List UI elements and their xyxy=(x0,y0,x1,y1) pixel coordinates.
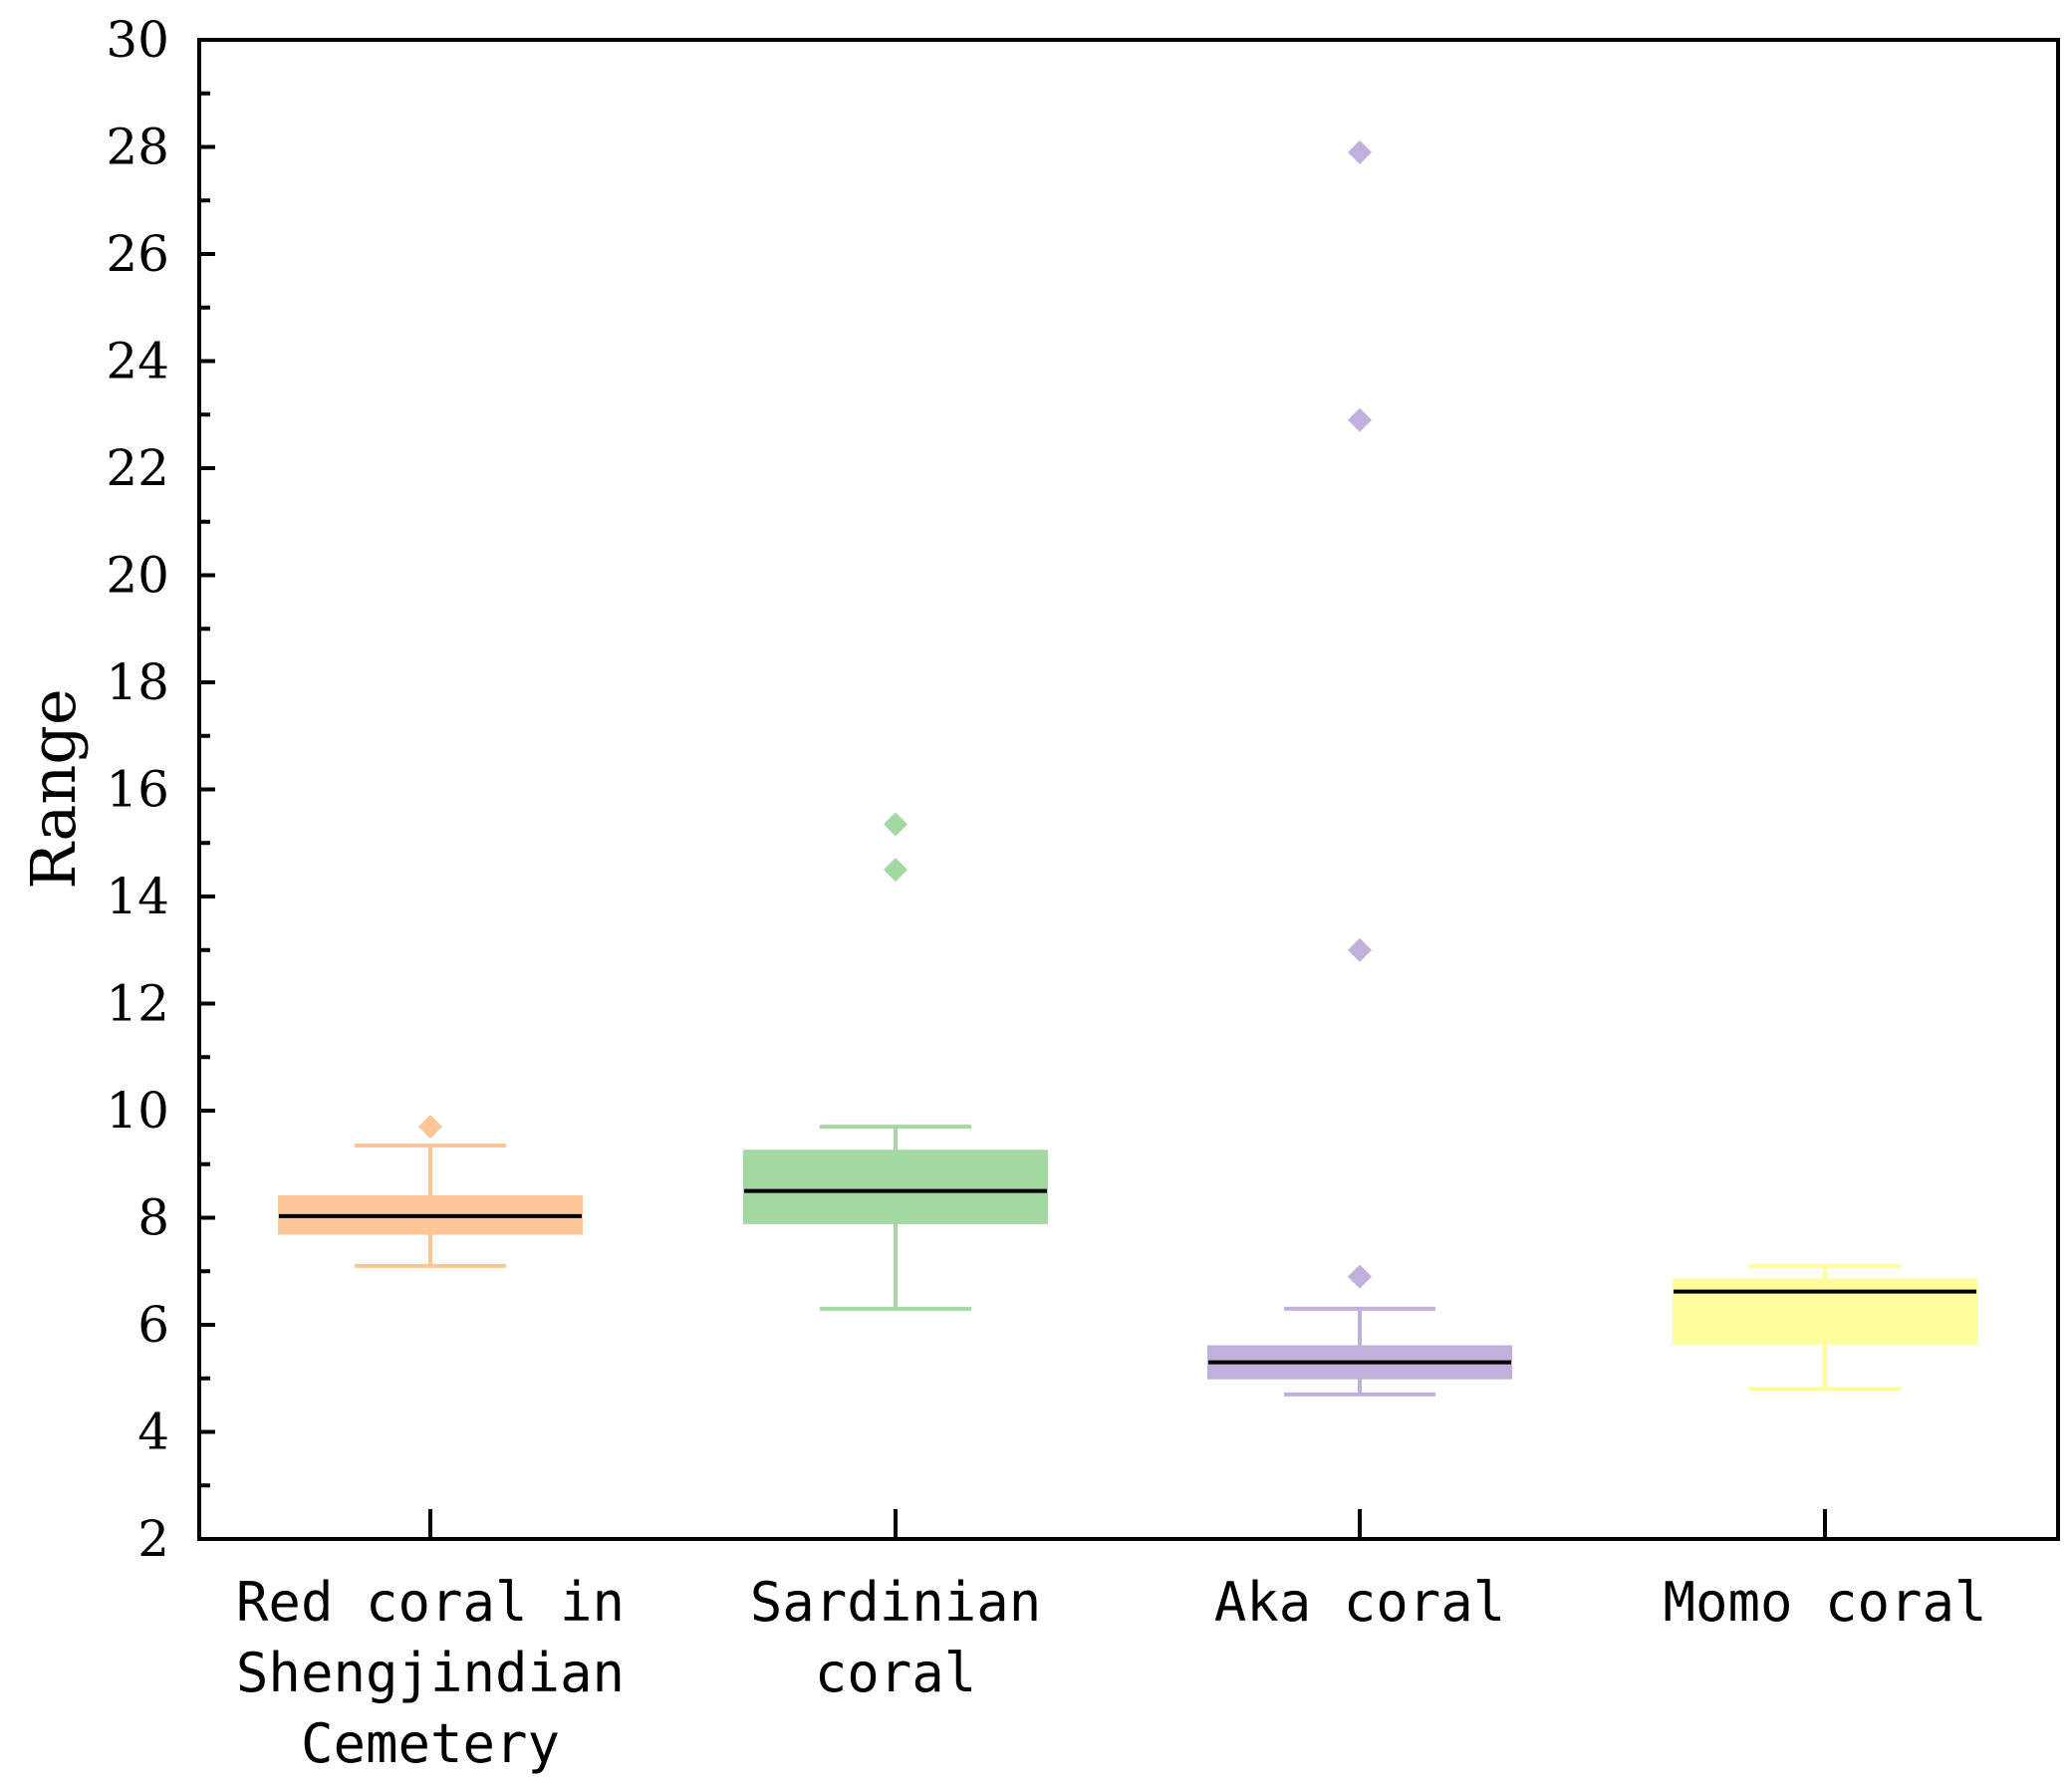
iqr-box xyxy=(743,1149,1048,1224)
x-category-label: Momo coral xyxy=(1663,1571,1986,1634)
outlier-point xyxy=(1348,139,1372,164)
y-tick-label: 22 xyxy=(106,439,169,497)
box-group xyxy=(1207,139,1512,1397)
y-tick-label: 26 xyxy=(106,225,169,283)
y-tick-label: 6 xyxy=(137,1296,169,1354)
outlier-point xyxy=(1348,937,1372,962)
y-tick-label: 30 xyxy=(106,11,169,69)
x-category-label: Shengjindian xyxy=(236,1642,625,1704)
iqr-box xyxy=(1673,1278,1977,1345)
y-tick-label: 12 xyxy=(106,975,169,1033)
x-category-label: coral xyxy=(815,1642,977,1704)
x-category-label: Aka coral xyxy=(1214,1571,1506,1634)
y-tick-label: 16 xyxy=(106,761,169,819)
y-tick-label: 28 xyxy=(106,119,169,176)
y-tick-label: 20 xyxy=(106,547,169,605)
y-tick-label: 8 xyxy=(137,1189,169,1247)
y-tick-label: 4 xyxy=(137,1404,169,1461)
x-category-label: Cemetery xyxy=(301,1712,560,1775)
y-tick-label: 14 xyxy=(106,868,169,925)
outlier-point xyxy=(418,1115,442,1140)
y-tick-label: 18 xyxy=(106,653,169,711)
outlier-point xyxy=(1348,407,1372,432)
y-axis-title: Range xyxy=(17,688,90,889)
x-axis: Red coral in Shengjindian Cemetery Sardinia… xyxy=(236,1509,1987,1775)
x-category-label: Red coral in xyxy=(236,1571,625,1634)
outlier-point xyxy=(1348,1264,1372,1289)
y-tick-label: 10 xyxy=(106,1082,169,1140)
box-group xyxy=(743,812,1048,1311)
box-group xyxy=(278,1115,583,1268)
outlier-point xyxy=(884,812,907,837)
y-tick-label: 2 xyxy=(137,1510,169,1568)
outlier-point xyxy=(884,858,907,883)
plot-content xyxy=(278,139,1977,1397)
y-tick-label: 24 xyxy=(106,333,169,390)
box-group xyxy=(1673,1263,1977,1392)
x-category-label: Sardinian xyxy=(750,1571,1042,1634)
